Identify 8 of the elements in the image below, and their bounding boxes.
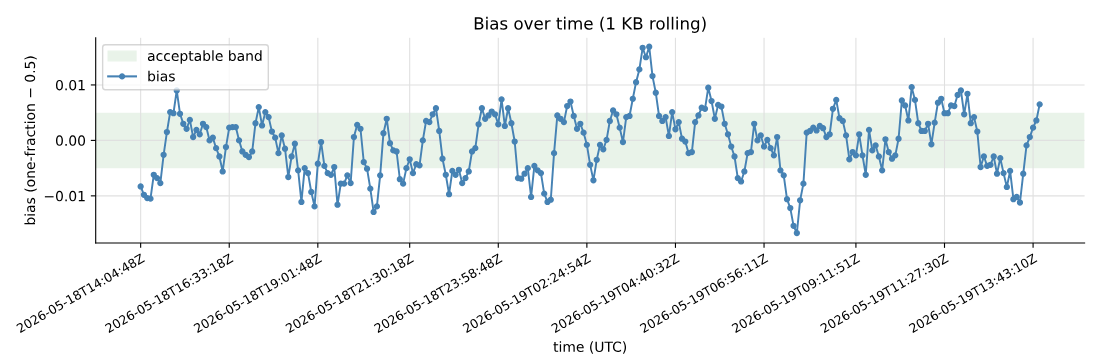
legend-label: acceptable band — [147, 50, 262, 64]
x-axis-title: time (UTC) — [553, 341, 627, 354]
chart-title: Bias over time (1 KB rolling) — [474, 16, 706, 33]
y-tick-label: −0.01 — [44, 190, 85, 202]
legend-label: bias — [148, 70, 175, 82]
y-axis-title: bias (one-fraction − 0.5) — [24, 56, 37, 225]
y-tick-label: 0.01 — [55, 79, 85, 91]
y-tick-label: 0.00 — [55, 135, 86, 146]
